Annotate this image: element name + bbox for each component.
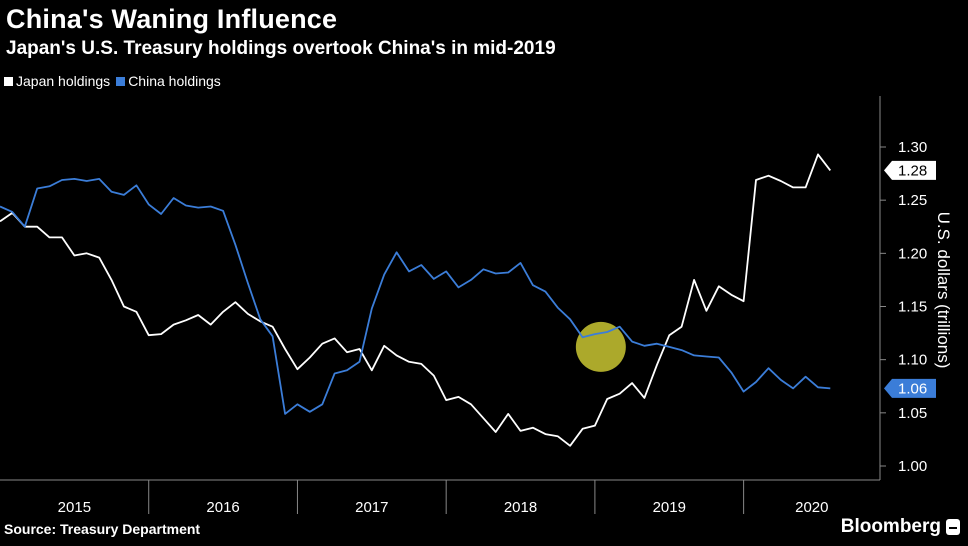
last-value-badge-bg xyxy=(884,378,936,398)
y-tick-label: 1.10 xyxy=(898,352,927,369)
x-tick-label: 2020 xyxy=(795,499,828,516)
x-tick-label: 2019 xyxy=(653,499,686,516)
x-tick-label: 2018 xyxy=(504,499,537,516)
y-tick-label: 1.15 xyxy=(898,299,927,316)
legend: Japan holdings China holdings xyxy=(4,73,227,89)
y-tick-label: 1.00 xyxy=(898,458,927,475)
bloomberg-icon xyxy=(946,519,960,535)
y-tick-label: 1.25 xyxy=(898,192,927,209)
last-value-badge-bg xyxy=(884,160,936,180)
last-value-badge-japan: 1.28 xyxy=(884,160,936,180)
x-tick-label: 2015 xyxy=(58,499,91,516)
brand-name: Bloomberg xyxy=(840,516,941,537)
y-tick-label: 1.20 xyxy=(898,245,927,262)
source-note: Source: Treasury Department xyxy=(4,521,201,537)
legend-item-japan: Japan holdings xyxy=(4,73,110,89)
last-value-badge-china: 1.06 xyxy=(884,378,936,398)
legend-label-japan: Japan holdings xyxy=(16,73,111,89)
legend-item-china: China holdings xyxy=(116,73,221,89)
brand-logo: Bloomberg xyxy=(841,516,960,538)
y-axis-title: U.S. dollars (trillions) xyxy=(934,212,953,369)
x-tick-label: 2017 xyxy=(355,499,388,516)
legend-label-china: China holdings xyxy=(128,73,221,89)
legend-swatch-china xyxy=(116,76,126,86)
chart-title: China's Waning Influence xyxy=(6,4,338,34)
series-line-japan xyxy=(0,153,832,447)
crossover-highlight xyxy=(575,321,626,372)
x-tick-label: 2016 xyxy=(206,499,239,516)
series-line-china xyxy=(0,177,831,415)
y-tick-label: 1.30 xyxy=(898,139,927,156)
last-value-label: 1.28 xyxy=(898,162,927,179)
chart-subtitle: Japan's U.S. Treasury holdings overtook … xyxy=(6,38,556,59)
y-tick-label: 1.05 xyxy=(898,405,927,422)
last-value-label: 1.06 xyxy=(898,380,927,397)
legend-swatch-japan xyxy=(4,76,13,86)
